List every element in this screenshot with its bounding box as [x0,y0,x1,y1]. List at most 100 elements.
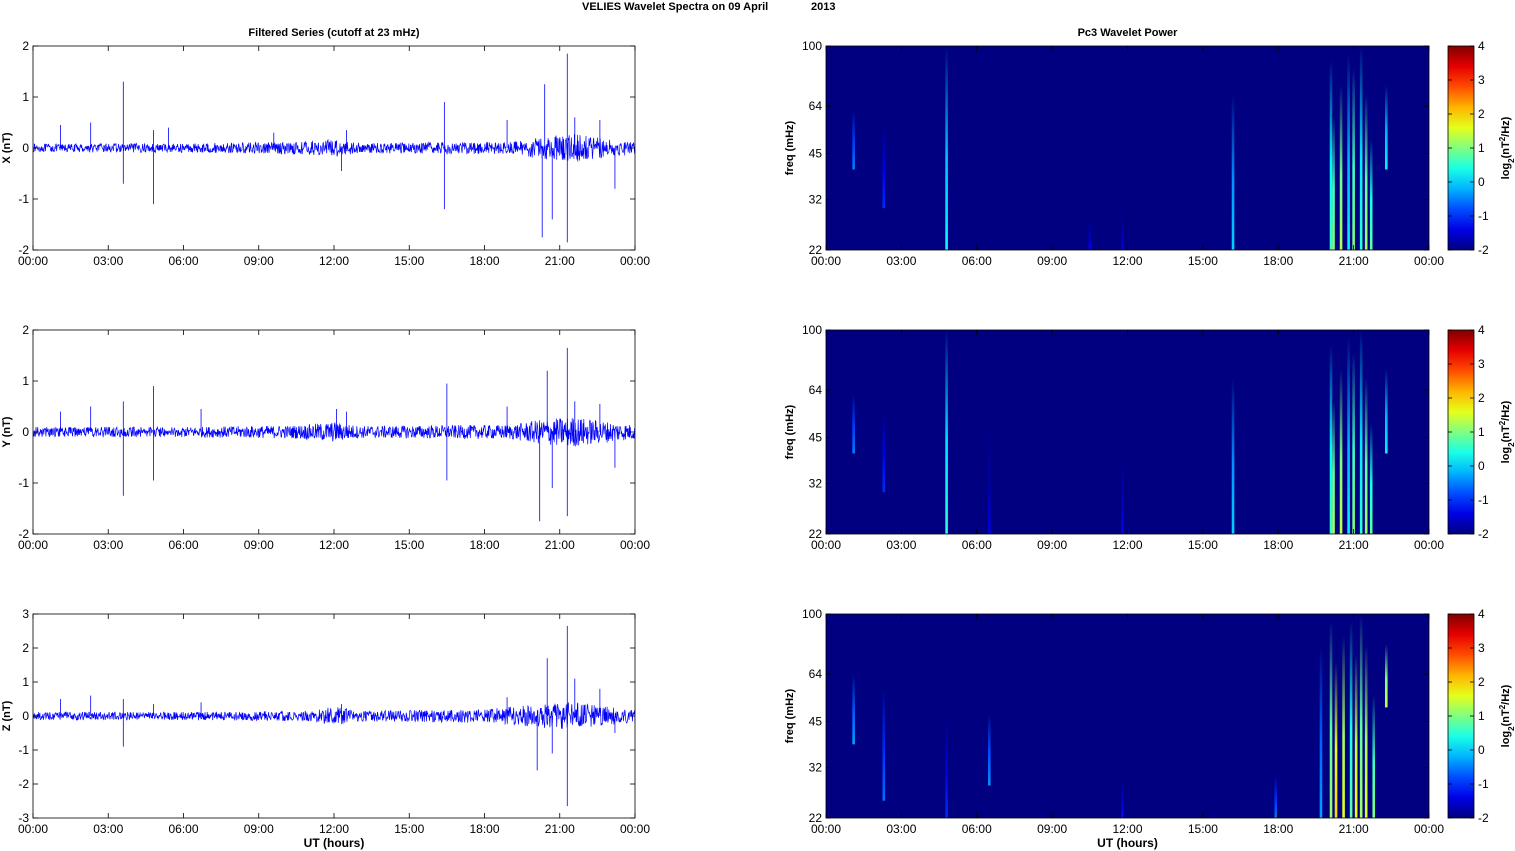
x-tick-label: 03:00 [886,822,916,836]
chart-panel-3: 00:00 03:00 06:00 09:00 12:00 15:00 18:00 21:00… [784,27,1515,268]
heatmap-streak [1372,694,1376,818]
colorbar-label-part: 2 [1507,726,1515,731]
y-tick-label: 100 [802,39,822,53]
heatmap-streak [1121,776,1124,818]
heatmap-streak [1384,644,1388,708]
heatmap-streak [1342,635,1345,818]
x-tick-label: 00:00 [620,538,650,552]
heatmap-streak [1231,94,1235,250]
x-tick-label: 18:00 [1263,538,1293,552]
y-tick-label: 2 [22,39,29,53]
x-tick-label: 12:00 [1112,254,1142,268]
heatmap-streak [1121,208,1124,250]
colorbar-tick-label: 0 [1478,459,1485,473]
plot-area [33,53,635,243]
colorbar-label-part: 2 [1507,158,1515,163]
x-tick-label: 00:00 [811,822,841,836]
y-axis-label: freq (mHz) [784,120,796,175]
colorbar-tick-label: 1 [1478,141,1485,155]
x-tick-label: 21:00 [1339,822,1369,836]
heatmap-streak [1359,46,1363,250]
heatmap-streak [1332,114,1335,250]
y-tick-label: -2 [18,243,29,257]
x-tick-label: 09:00 [1037,822,1067,836]
colorbar [1447,613,1475,819]
y-tick-label: -1 [18,192,29,206]
x-tick-label: 12:00 [319,254,349,268]
y-tick-label: 0 [22,709,29,723]
y-tick-label: 32 [809,761,823,775]
colorbar-tick-label: 2 [1478,391,1485,405]
y-axis-label: Y (nT) [1,416,13,447]
x-tick-label: 00:00 [620,822,650,836]
heatmap-streak [1354,652,1358,818]
x-tick-label: 21:00 [1339,254,1369,268]
x-tick-label: 06:00 [168,538,198,552]
y-tick-label: 22 [809,243,823,257]
y-tick-label: 0 [22,141,29,155]
x-tick-label: 12:00 [319,538,349,552]
heatmap-streak [1369,139,1373,250]
x-tick-label: 03:00 [93,538,123,552]
x-tick-label: 18:00 [1263,822,1293,836]
panel-title: Filtered Series (cutoff at 23 mHz) [248,27,419,39]
x-axis-label: UT (hours) [1097,836,1158,850]
y-tick-label: 32 [809,193,823,207]
y-tick-label: 1 [22,90,29,104]
heatmap-streak [1339,84,1343,250]
heatmap-background [826,46,1429,250]
x-tick-label: 09:00 [244,254,274,268]
colorbar-tick-label: -1 [1478,777,1489,791]
series-trace [33,134,635,162]
x-tick-label: 06:00 [168,822,198,836]
x-tick-label: 00:00 [811,254,841,268]
colorbar-label-part: /Hz) [1500,116,1512,137]
y-tick-label: 45 [809,715,823,729]
x-tick-label: 09:00 [1037,538,1067,552]
heatmap-streak [852,674,855,745]
colorbar-label-part: log [1500,731,1512,748]
heatmap-streak [988,712,991,786]
x-tick-label: 09:00 [244,822,274,836]
chart-panel-5: 00:00 03:00 06:00 09:00 12:00 15:00 18:00 21:00… [784,607,1515,850]
colorbar-label-part: 2 [1507,442,1515,447]
x-tick-label: 15:00 [1188,254,1218,268]
series-trace [33,418,635,447]
colorbar-tick-label: 1 [1478,425,1485,439]
colorbar-tick-label: -2 [1478,811,1489,825]
heatmap-streak [1231,378,1235,534]
x-tick-label: 00:00 [1414,254,1444,268]
colorbar-tick-label: 2 [1478,107,1485,121]
x-tick-label: 00:00 [18,254,48,268]
heatmap-background [826,330,1429,534]
x-tick-label: 06:00 [168,254,198,268]
y-tick-label: 2 [22,323,29,337]
heatmap-streak [945,330,948,534]
colorbar-tick-label: 4 [1478,39,1485,53]
y-tick-label: 100 [802,607,822,621]
heatmap-streak [1274,776,1278,818]
colorbar-tick-label: 3 [1478,641,1485,655]
x-axis-label: UT (hours) [304,836,365,850]
heatmap-streak [1319,644,1323,818]
heatmap-streak [945,721,948,818]
colorbar-label: log2(nT2/Hz) [1498,684,1515,747]
heatmap-streak [1349,620,1353,818]
y-tick-label: 45 [809,147,823,161]
y-tick-label: 3 [22,607,29,621]
heatmap-streak [852,394,855,454]
y-axis-label: freq (mHz) [784,404,796,459]
chart-panel-2: 00:00 03:00 06:00 09:00 12:00 15:00 18:00 21:00… [1,607,650,850]
y-tick-label: 22 [809,811,823,825]
plot-area [33,347,635,522]
x-tick-label: 03:00 [93,822,123,836]
heatmap-streak [882,410,886,493]
x-tick-label: 21:00 [545,822,575,836]
series-trace [33,701,635,729]
colorbar-tick-label: 1 [1478,709,1485,723]
colorbar-tick-label: 3 [1478,73,1485,87]
heatmap-streak [1359,330,1363,534]
colorbar-label-part: (nT [1500,709,1512,726]
colorbar-label-part: log [1500,163,1512,180]
y-tick-label: 45 [809,431,823,445]
